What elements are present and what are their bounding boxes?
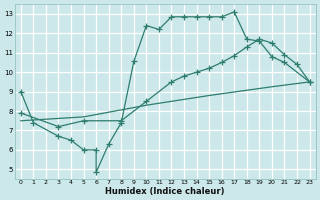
X-axis label: Humidex (Indice chaleur): Humidex (Indice chaleur) (106, 187, 225, 196)
